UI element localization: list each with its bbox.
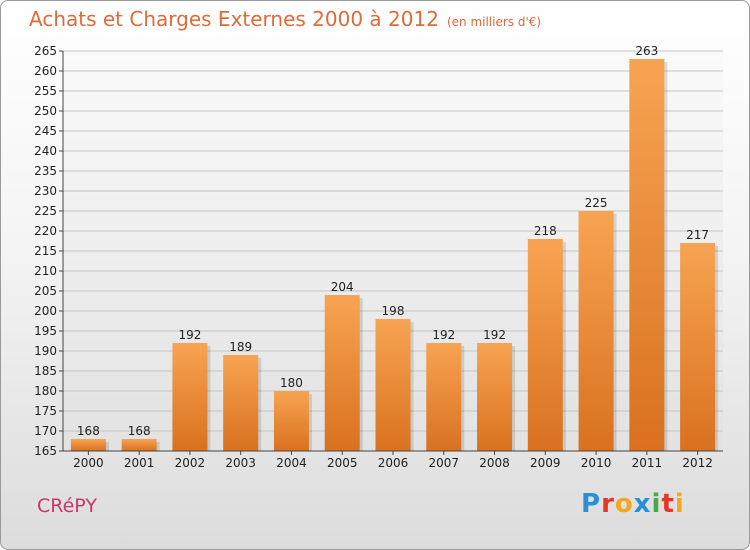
logo-letter: r [601, 489, 615, 519]
y-tick-label: 175 [34, 404, 57, 418]
data-label: 218 [534, 224, 557, 238]
y-tick-label: 190 [34, 344, 57, 358]
data-label: 263 [635, 44, 658, 58]
bar [70, 439, 106, 451]
y-tick-label: 225 [34, 204, 57, 218]
x-tick-label: 2004 [276, 456, 307, 470]
y-tick-label: 210 [34, 264, 57, 278]
data-label: 192 [178, 328, 201, 342]
data-label: 168 [77, 424, 100, 438]
x-tick-label: 2009 [530, 456, 561, 470]
x-tick-label: 2007 [428, 456, 459, 470]
x-tick-label: 2002 [175, 456, 206, 470]
proxiti-logo[interactable]: Proxiti [581, 489, 685, 519]
bars: 168 168 192 189 180 204 198 192 192 218 225 263 217 [70, 44, 719, 451]
y-tick-label: 220 [34, 224, 57, 238]
y-tick-label: 255 [34, 84, 57, 98]
x-tick-label: 2000 [73, 456, 104, 470]
y-tick-label: 200 [34, 304, 57, 318]
bar [172, 343, 208, 451]
bar [477, 343, 513, 451]
commune-name: CRéPY [37, 495, 97, 517]
y-tick-label: 260 [34, 64, 57, 78]
y-tick-label: 195 [34, 324, 57, 338]
x-tick-label: 2011 [632, 456, 663, 470]
x-tick-label: 2010 [581, 456, 612, 470]
data-label: 168 [128, 424, 151, 438]
x-tick-label: 2012 [682, 456, 713, 470]
bar [527, 239, 563, 451]
logo-letter: i [651, 489, 662, 519]
data-label: 189 [229, 340, 252, 354]
bar [324, 295, 360, 451]
logo-letter: x [633, 489, 652, 519]
y-tick-label: 265 [34, 44, 57, 58]
y-tick-label: 205 [34, 284, 57, 298]
chart-title-text: Achats et Charges Externes 2000 à 2012 [29, 7, 439, 31]
data-label: 225 [585, 196, 608, 210]
y-tick-label: 165 [34, 444, 57, 458]
x-tick-label: 2006 [378, 456, 409, 470]
y-tick-label: 185 [34, 364, 57, 378]
x-tick-label: 2008 [479, 456, 510, 470]
data-label: 198 [382, 304, 405, 318]
logo-letter: P [581, 489, 602, 519]
chart-title: Achats et Charges Externes 2000 à 2012 (e… [29, 7, 541, 31]
bar [375, 319, 411, 451]
y-axis: 165 170 175 180 185 190 195 200 205 210 215 220 225 2… [34, 44, 64, 458]
y-tick-label: 170 [34, 424, 57, 438]
logo-letter: o [614, 489, 634, 519]
data-label: 217 [686, 228, 709, 242]
logo-letter: t [661, 489, 675, 519]
y-tick-label: 250 [34, 104, 57, 118]
y-tick-label: 245 [34, 124, 57, 138]
x-tick-label: 2003 [225, 456, 256, 470]
chart-subtitle: (en milliers d'€) [446, 15, 542, 29]
logo-letter: i [674, 489, 685, 519]
y-tick-label: 180 [34, 384, 57, 398]
y-tick-label: 230 [34, 184, 57, 198]
bar [426, 343, 462, 451]
data-label: 192 [483, 328, 506, 342]
x-axis: 2000 2001 2002 2003 2004 2005 2006 2007 2008 2009… [63, 450, 723, 470]
data-label: 192 [432, 328, 455, 342]
data-label: 180 [280, 376, 303, 390]
x-tick-label: 2005 [327, 456, 358, 470]
data-label: 204 [331, 280, 354, 294]
bar [273, 391, 309, 451]
y-tick-label: 215 [34, 244, 57, 258]
x-tick-label: 2001 [124, 456, 155, 470]
y-tick-label: 240 [34, 144, 57, 158]
bar [223, 355, 259, 451]
bar [121, 439, 157, 451]
bar [578, 211, 614, 451]
y-tick-label: 235 [34, 164, 57, 178]
bar [680, 243, 716, 451]
bar [629, 59, 665, 451]
